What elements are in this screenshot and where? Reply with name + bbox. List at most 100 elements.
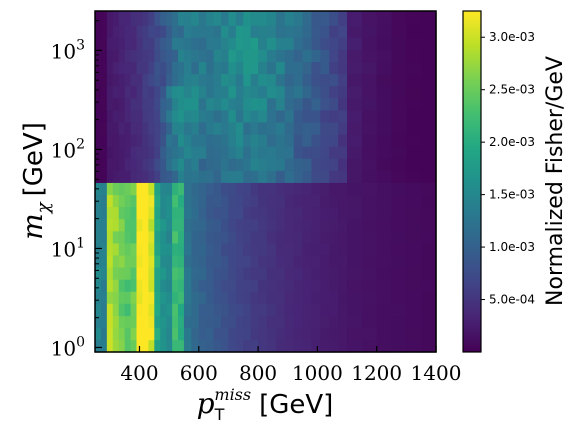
heatmap-cell xyxy=(293,279,304,292)
heatmap-cell xyxy=(338,85,348,99)
heatmap-cell xyxy=(258,61,268,75)
heatmap-cell xyxy=(183,109,192,123)
heatmap-cell xyxy=(160,146,167,159)
heatmap-cell xyxy=(338,254,348,268)
heatmap-cell xyxy=(100,61,108,75)
heatmap-cell xyxy=(198,61,207,75)
heatmap-cell xyxy=(406,37,422,50)
heatmap-cell xyxy=(421,146,437,159)
heatmap-cell xyxy=(293,146,304,159)
heatmap-cell xyxy=(112,254,120,268)
heatmap-cell xyxy=(183,73,192,87)
heatmap-cell xyxy=(124,242,132,256)
heatmap-cell xyxy=(391,97,407,111)
heatmap-cell xyxy=(338,146,348,159)
heatmap-cell xyxy=(347,109,363,123)
heatmap-cell xyxy=(148,109,155,123)
heatmap-cell xyxy=(243,194,252,208)
heatmap-cell xyxy=(258,339,268,353)
heatmap-cell xyxy=(106,303,114,317)
heatmap-cell xyxy=(130,206,138,220)
heatmap-cell xyxy=(266,279,277,292)
heatmap-cell xyxy=(275,121,286,135)
heatmap-cell xyxy=(228,85,237,99)
heatmap-cell xyxy=(376,242,393,256)
heatmap-cell xyxy=(142,279,149,292)
heatmap-cell xyxy=(178,121,185,135)
heatmap-cell xyxy=(338,291,348,304)
heatmap-cell xyxy=(191,303,200,317)
heatmap-cell xyxy=(154,230,161,244)
heatmap-cell xyxy=(235,158,244,171)
heatmap-cell xyxy=(112,85,120,99)
heatmap-cell xyxy=(361,230,378,244)
colorbar-label: Normalized Fisher/GeV xyxy=(543,56,568,306)
heatmap-cell xyxy=(148,37,155,50)
heatmap-cell xyxy=(130,121,138,135)
heatmap-cell xyxy=(302,315,313,328)
heatmap-cell xyxy=(406,182,422,196)
heatmap-cell xyxy=(221,158,230,171)
heatmap-cell xyxy=(166,49,173,63)
heatmap-cell xyxy=(361,25,378,38)
heatmap-cell xyxy=(266,218,277,232)
heatmap-cell xyxy=(376,303,393,317)
heatmap-cell xyxy=(213,194,222,208)
heatmap-cell xyxy=(213,279,222,292)
heatmap-cell xyxy=(320,61,330,75)
x-tick-label: 1000 xyxy=(292,361,343,385)
heatmap-cell xyxy=(338,230,348,244)
heatmap-cell xyxy=(160,327,167,341)
heatmap-cell xyxy=(198,109,207,123)
heatmap-cell xyxy=(191,218,200,232)
heatmap-cell xyxy=(213,97,222,111)
heatmap-cell xyxy=(347,303,363,317)
heatmap-cell xyxy=(284,158,295,171)
heatmap-cell xyxy=(118,339,126,353)
heatmap-cell xyxy=(228,49,237,63)
heatmap-cell xyxy=(166,146,173,159)
heatmap-cell xyxy=(361,97,378,111)
heatmap-cell xyxy=(329,315,339,328)
heatmap-cell xyxy=(130,25,138,38)
heatmap-cell xyxy=(172,97,179,111)
heatmap-cell xyxy=(148,49,155,63)
heatmap-cell xyxy=(320,121,330,135)
heatmap-cell xyxy=(221,170,230,183)
heatmap-cell xyxy=(166,73,173,87)
heatmap-cell xyxy=(130,11,138,26)
heatmap-cell xyxy=(243,85,252,99)
heatmap-cell xyxy=(100,182,108,196)
heatmap-cell xyxy=(221,194,230,208)
heatmap-cell xyxy=(213,339,222,353)
heatmap-cell xyxy=(166,121,173,135)
heatmap-cell xyxy=(329,254,339,268)
heatmap-cell xyxy=(142,218,149,232)
heatmap-cell xyxy=(142,97,149,111)
heatmap-cell xyxy=(160,194,167,208)
heatmap-cell xyxy=(421,339,437,353)
heatmap-cell xyxy=(235,97,244,111)
heatmap-cell xyxy=(250,73,259,87)
heatmap-cell xyxy=(95,170,102,183)
heatmap-cell xyxy=(293,218,304,232)
heatmap-cell xyxy=(130,73,138,87)
heatmap-cell xyxy=(166,134,173,147)
heatmap-cell xyxy=(338,194,348,208)
heatmap-cell xyxy=(421,49,437,63)
heatmap-cell xyxy=(376,25,393,38)
heatmap-cell xyxy=(142,170,149,183)
heatmap-cell xyxy=(421,218,437,232)
heatmap-cell xyxy=(250,254,259,268)
heatmap-cell xyxy=(213,218,222,232)
heatmap-cell xyxy=(136,109,144,123)
heatmap-cell xyxy=(191,242,200,256)
heatmap-cell xyxy=(221,242,230,256)
heatmap-cell xyxy=(293,121,304,135)
heatmap-cell xyxy=(148,230,155,244)
heatmap-cell xyxy=(266,291,277,304)
y-tick-label: 103 xyxy=(51,37,85,63)
heatmap-cell xyxy=(284,73,295,87)
heatmap-cell xyxy=(221,218,230,232)
heatmap-cell xyxy=(160,339,167,353)
